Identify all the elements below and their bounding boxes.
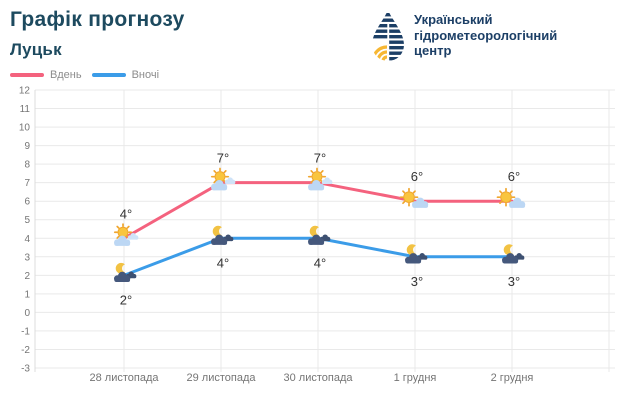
y-axis-label: -2 [21, 345, 30, 356]
y-axis-label: 6 [24, 197, 30, 208]
y-axis-label: -3 [21, 364, 30, 375]
cloud-shape [114, 235, 131, 246]
night-temp-label: 4° [217, 255, 229, 270]
moon-shape [309, 225, 319, 237]
cloud-shape [412, 197, 429, 208]
logo-text-line: гідрометеорологічний [414, 27, 558, 43]
legend-swatch-day [10, 73, 44, 77]
y-axis-label: 1 [24, 289, 30, 300]
y-axis-label: 5 [24, 215, 30, 226]
day-temp-label: 6° [508, 169, 520, 184]
org-logo: Український гідрометеорологічний центр [371, 9, 557, 63]
day-temp-label: 6° [411, 169, 423, 184]
cloud-shape [127, 232, 139, 240]
legend-label-day: Вдень [50, 69, 82, 81]
sun-behind-cloud-icon [307, 167, 333, 191]
day-temp-label: 4° [120, 206, 132, 221]
moon-cloud-icon [405, 244, 428, 264]
y-axis-label: 3 [24, 252, 30, 263]
x-axis-label: 1 грудня [394, 372, 437, 384]
legend-item-day[interactable]: Вдень [10, 69, 82, 81]
moon-cloud-icon [308, 225, 331, 245]
day-temp-label: 7° [217, 151, 229, 166]
cloud-shape [211, 180, 228, 191]
cloud-shape [224, 177, 236, 185]
sun-and-cloud-icon [496, 187, 526, 208]
y-axis-label: 4 [24, 234, 30, 245]
moon-shape [406, 244, 416, 256]
x-axis-label: 28 листопада [90, 372, 160, 384]
cloud-shape [509, 197, 526, 208]
y-axis-label: 0 [24, 308, 30, 319]
cloud-shape [308, 234, 325, 245]
night-temp-label: 3° [508, 274, 520, 289]
moon-shape [115, 262, 125, 274]
x-axis-label: 29 листопада [187, 372, 257, 384]
sun-shape [113, 223, 133, 242]
logo-droplet-icon [372, 13, 404, 61]
sun-behind-cloud-icon [210, 167, 236, 191]
legend-item-night[interactable]: Вночі [91, 69, 160, 81]
y-axis-label: 9 [24, 141, 30, 152]
night-temp-label: 4° [314, 255, 326, 270]
moon-cloud-icon [211, 225, 234, 245]
moon-shape [212, 225, 222, 237]
y-axis-label: 8 [24, 160, 30, 171]
night-temp-label: 3° [411, 274, 423, 289]
x-axis-label: 30 листопада [284, 372, 354, 384]
page-title: Графік прогнозу [10, 8, 185, 31]
night-temp-label: 2° [120, 292, 132, 307]
x-axis-label: 2 грудня [491, 372, 534, 384]
cloud-shape [416, 253, 428, 260]
moon-shape [503, 244, 513, 256]
cloud-shape [502, 253, 519, 264]
chart-legend: Вдень Вночі [10, 69, 159, 81]
legend-swatch-night [91, 73, 126, 77]
cloud-shape [308, 180, 325, 191]
moon-cloud-icon [114, 262, 137, 282]
cloud-shape [211, 234, 228, 245]
cloud-shape [321, 177, 333, 185]
y-axis-label: 2 [24, 271, 30, 282]
legend-label-night: Вночі [131, 69, 160, 81]
y-axis-label: 11 [20, 104, 31, 115]
sun-behind-cloud-icon [113, 223, 139, 246]
sun-and-cloud-icon [399, 187, 429, 208]
logo-text-line: Український [414, 12, 493, 27]
y-axis-label: -1 [21, 326, 30, 337]
y-axis-label: 7 [24, 178, 30, 189]
y-axis-label: 10 [19, 123, 31, 134]
cloud-shape [114, 271, 131, 282]
moon-cloud-icon [502, 244, 525, 264]
logo-text: Український гідрометеорологічний центр [414, 9, 557, 59]
day-temp-label: 7° [314, 151, 326, 166]
logo-text-line: центр [414, 43, 452, 58]
city-name: Луцьк [10, 40, 62, 59]
cloud-shape [405, 253, 422, 264]
y-axis-label: 12 [19, 86, 31, 97]
sun-shape [399, 187, 419, 207]
